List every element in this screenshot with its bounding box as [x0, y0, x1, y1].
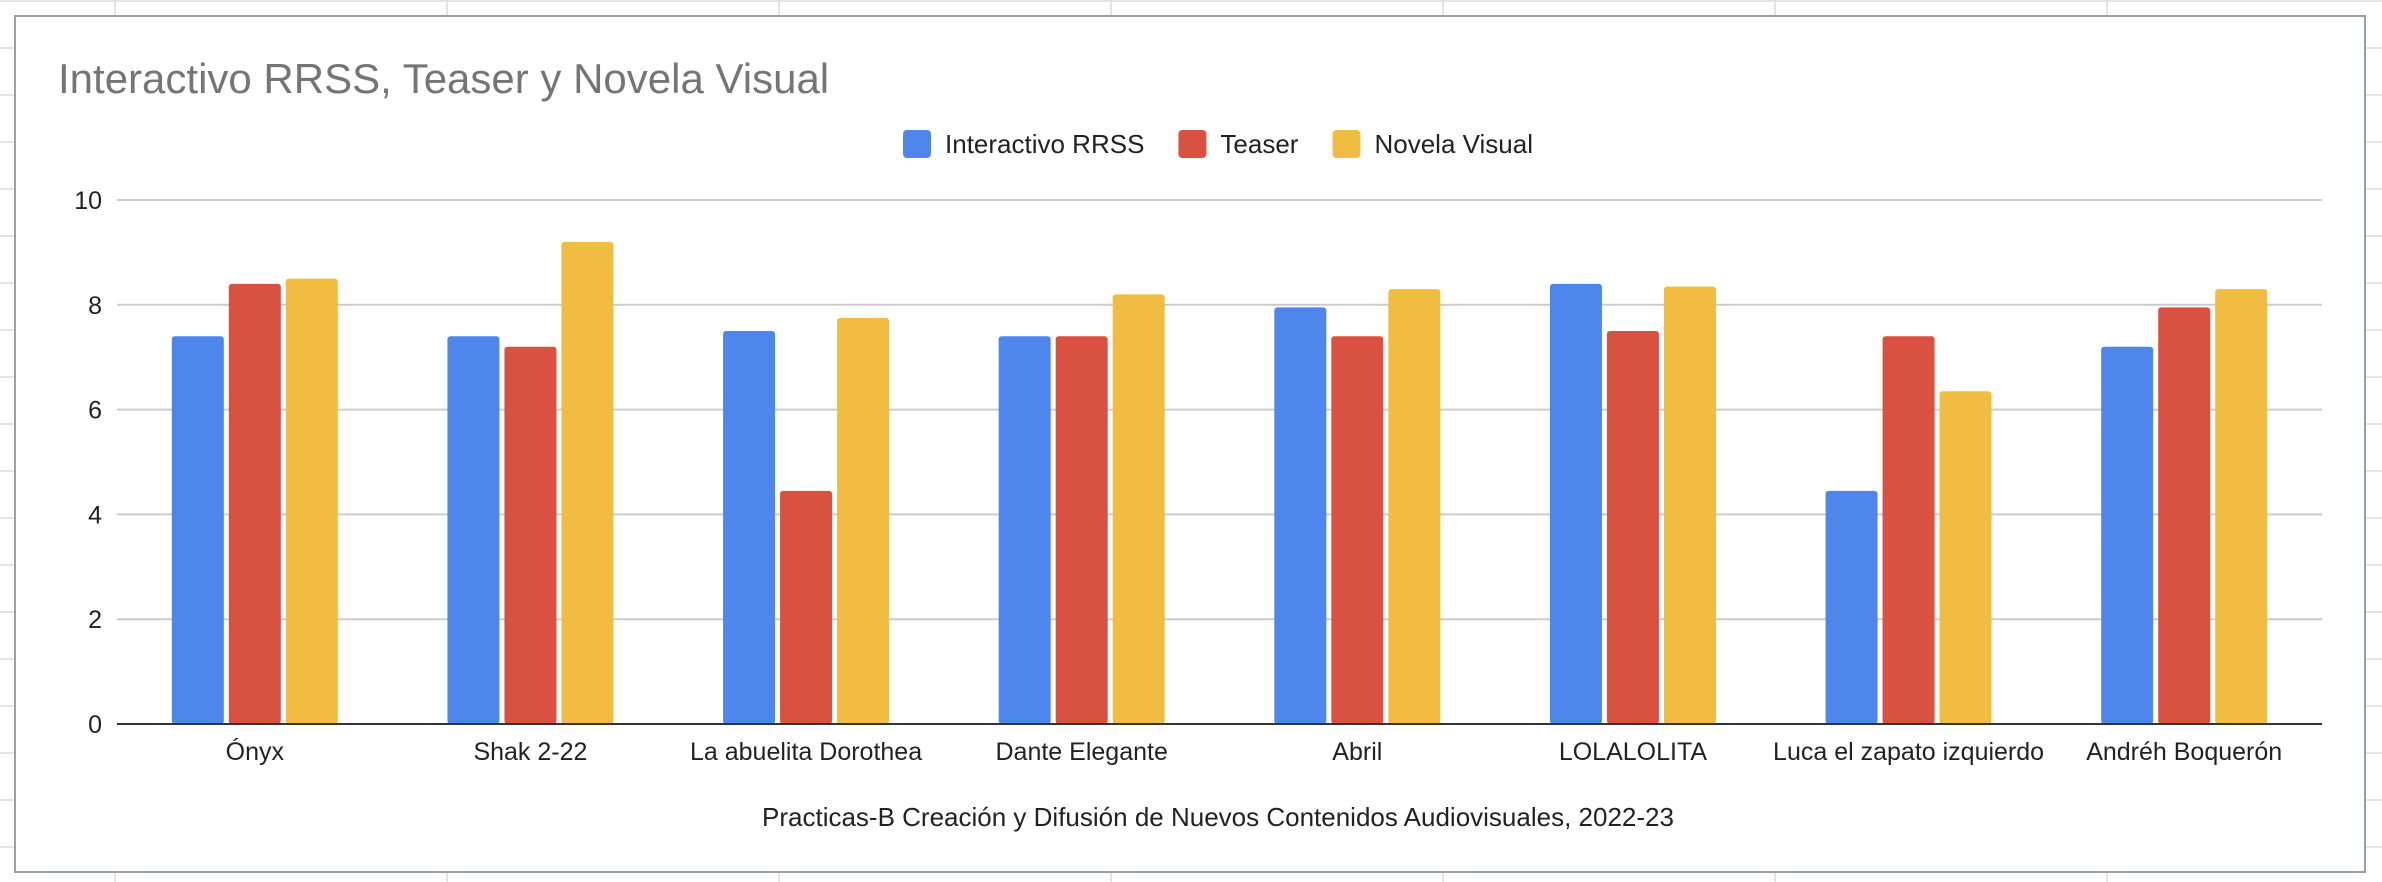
legend-item[interactable]: Interactivo RRSS	[903, 129, 1144, 159]
bar-novela-visual[interactable]	[1388, 289, 1441, 724]
chart-legend: Interactivo RRSS Teaser Novela Visual	[903, 129, 1533, 159]
bar-interactivo-rrss[interactable]	[171, 336, 224, 724]
chart-title: Interactivo RRSS, Teaser y Novela Visual	[58, 55, 829, 102]
bar-novela-visual[interactable]	[2215, 289, 2268, 724]
legend-item[interactable]: Novela Visual	[1332, 129, 1533, 159]
y-tick-label: 8	[88, 292, 102, 320]
bar-interactivo-rrss[interactable]	[998, 336, 1051, 724]
bar-novela-visual[interactable]	[285, 278, 338, 724]
legend-label: Interactivo RRSS	[945, 129, 1144, 159]
bar-novela-visual[interactable]	[1112, 294, 1165, 724]
x-category-label: Luca el zapato izquierdo	[1773, 738, 2044, 766]
legend-swatch	[1178, 130, 1207, 158]
x-category-label: Andréh Boquerón	[2086, 738, 2282, 766]
bar-novela-visual[interactable]	[837, 317, 890, 724]
y-tick-label: 6	[88, 397, 102, 425]
x-category-label: LOLALOLITA	[1559, 738, 1708, 766]
x-axis-categories: Ónyx Shak 2-22 La abuelita Dorothea Dante E…	[226, 737, 2283, 766]
bar-novela-visual[interactable]	[1663, 286, 1716, 724]
x-category-label: Ónyx	[226, 737, 285, 766]
bar-interactivo-rrss[interactable]	[723, 331, 776, 724]
bar-teaser[interactable]	[504, 346, 557, 724]
legend-item[interactable]: Teaser	[1178, 129, 1299, 159]
bar-interactivo-rrss[interactable]	[1549, 283, 1602, 724]
bar-teaser[interactable]	[1882, 336, 1935, 724]
bars	[171, 241, 2268, 725]
bar-teaser[interactable]	[1055, 336, 1108, 724]
legend-swatch	[1332, 130, 1361, 158]
x-axis-title: Practicas-B Creación y Difusión de Nuevo…	[762, 802, 1674, 832]
bar-interactivo-rrss[interactable]	[1274, 307, 1327, 724]
legend-label: Teaser	[1220, 129, 1298, 159]
bar-teaser[interactable]	[1606, 331, 1659, 724]
y-axis-ticks: 0 2 4 6 8 10	[74, 187, 102, 739]
x-category-label: Shak 2-22	[473, 738, 587, 766]
x-category-label: Dante Elegante	[996, 738, 1168, 766]
bar-interactivo-rrss[interactable]	[447, 336, 500, 724]
bar-novela-visual[interactable]	[561, 241, 614, 725]
legend-label: Novela Visual	[1374, 129, 1533, 159]
y-tick-label: 0	[88, 711, 102, 739]
bar-teaser[interactable]	[1331, 336, 1384, 724]
bar-novela-visual[interactable]	[1939, 391, 1992, 724]
y-tick-label: 4	[88, 501, 102, 529]
legend-swatch	[903, 130, 932, 158]
bar-teaser[interactable]	[228, 283, 281, 724]
bar-teaser[interactable]	[780, 490, 833, 724]
y-tick-label: 10	[74, 187, 102, 215]
x-category-label: La abuelita Dorothea	[690, 738, 922, 766]
bar-interactivo-rrss[interactable]	[1825, 490, 1878, 724]
x-category-label: Abril	[1332, 738, 1382, 766]
bar-interactivo-rrss[interactable]	[2101, 346, 2154, 724]
y-tick-label: 2	[88, 606, 102, 634]
bar-teaser[interactable]	[2158, 307, 2211, 724]
